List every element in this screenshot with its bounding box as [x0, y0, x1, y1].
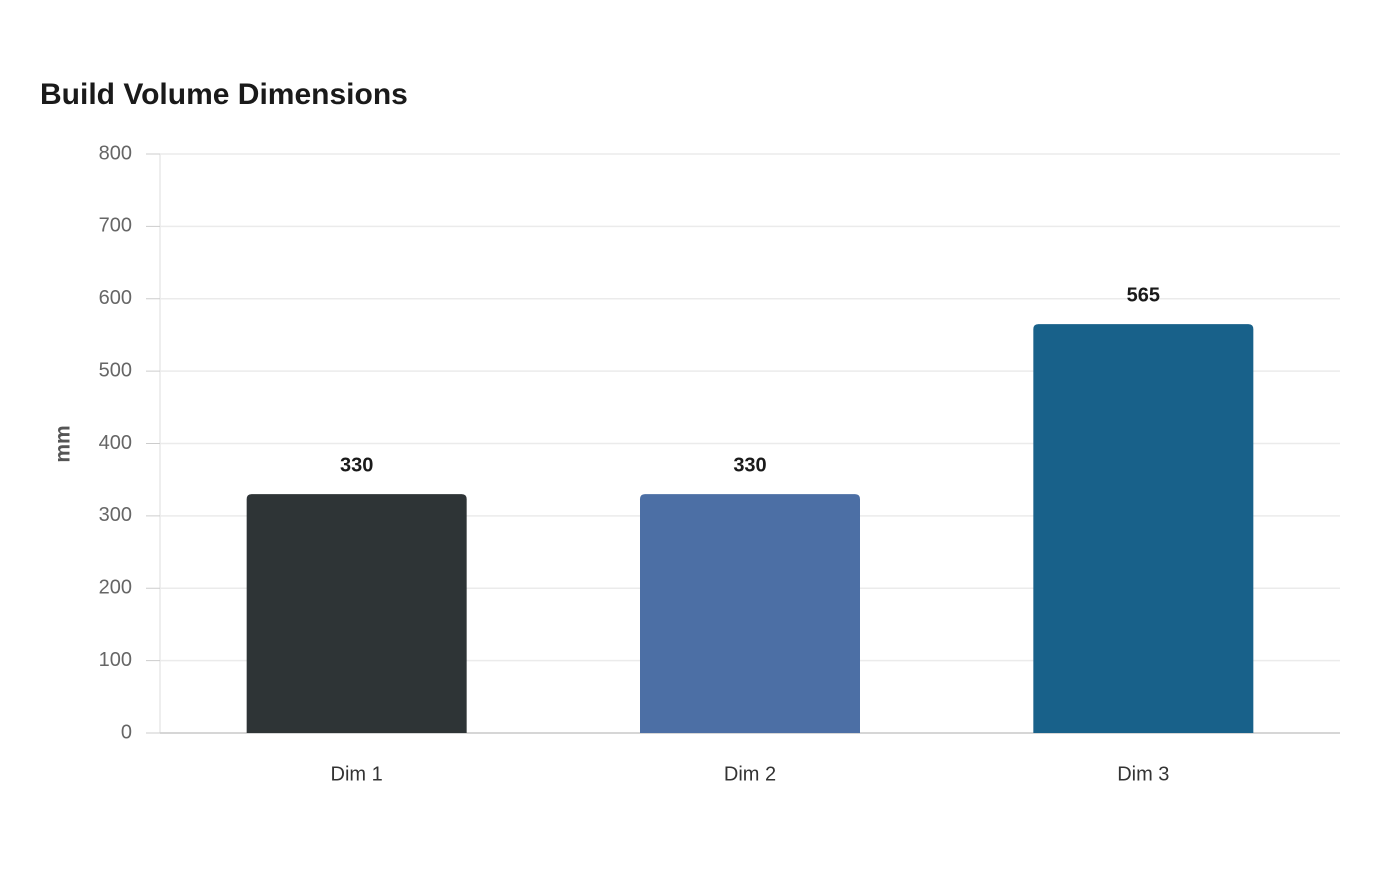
- bar: [1033, 324, 1254, 733]
- y-tick-label: 800: [99, 142, 132, 164]
- value-label: 330: [733, 454, 766, 476]
- y-tick-label: 500: [99, 359, 132, 381]
- bar: [246, 494, 467, 733]
- x-tick-label: Dim 3: [1117, 763, 1169, 785]
- x-tick-label: Dim 2: [724, 763, 776, 785]
- x-tick-label: Dim 1: [331, 763, 383, 785]
- y-tick-label: 100: [99, 649, 132, 671]
- value-label: 330: [340, 454, 373, 476]
- y-tick-label: 200: [99, 577, 132, 599]
- y-tick-label: 400: [99, 432, 132, 454]
- y-tick-label: 600: [99, 287, 132, 309]
- chart-title: Build Volume Dimensions: [40, 78, 408, 111]
- y-tick-label: 0: [121, 721, 132, 743]
- value-label: 565: [1127, 284, 1160, 306]
- y-axis-label: mm: [52, 425, 75, 462]
- y-tick-label: 300: [99, 504, 132, 526]
- bar: [640, 494, 860, 733]
- y-tick-label: 700: [99, 215, 132, 237]
